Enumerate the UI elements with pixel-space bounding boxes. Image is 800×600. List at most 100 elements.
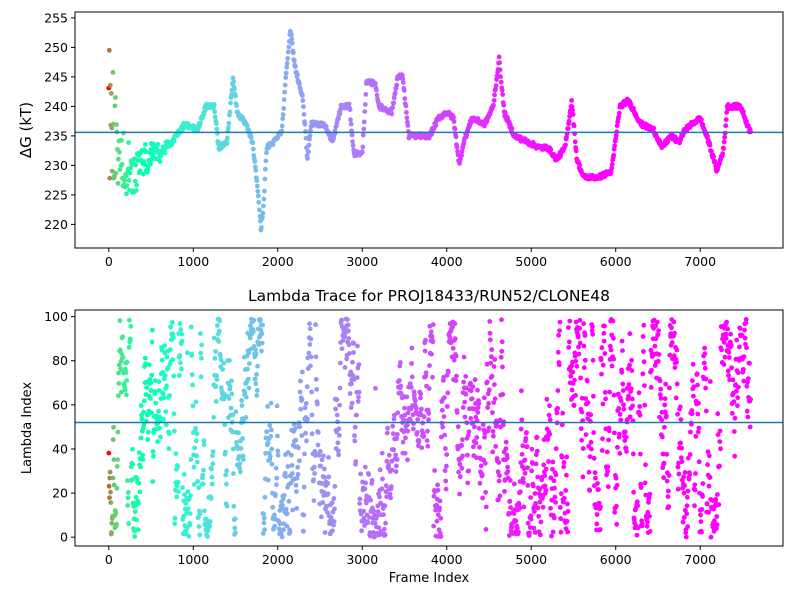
dg-point (226, 125, 231, 131)
lambda-point (441, 414, 447, 419)
dg-point (405, 123, 411, 128)
lambda-point (518, 460, 524, 466)
lambda-point (265, 440, 271, 446)
lambda-point (395, 431, 400, 437)
lambda-point (247, 335, 253, 341)
lambda-point (140, 452, 146, 458)
lambda-point (300, 369, 305, 375)
lambda-point (402, 450, 408, 456)
lambda-point (537, 486, 543, 492)
lambda-point (496, 478, 502, 484)
dg-point (452, 126, 458, 132)
dg-y-ticks: 220 225 230 235 240 245 250 255 (44, 10, 75, 232)
lambda-point (179, 331, 185, 337)
lambda-point (269, 461, 275, 467)
lambda-point (672, 365, 678, 370)
dg-point (306, 149, 311, 155)
lambda-point (686, 455, 691, 461)
lambda-point (194, 459, 200, 465)
dg-point (712, 159, 718, 165)
dg-point (142, 142, 148, 147)
dg-point (300, 98, 306, 103)
lambda-point (435, 482, 440, 488)
lambda-point (688, 429, 693, 435)
x-tick-label: 6000 (600, 552, 632, 567)
lambda-point (453, 378, 459, 383)
lambda-point (214, 323, 220, 328)
dg-point (281, 97, 287, 102)
lambda-point (237, 461, 243, 467)
lambda-point (293, 437, 299, 443)
x-tick-label: 0 (105, 552, 113, 567)
lambda-point (138, 464, 144, 470)
lambda-point (614, 482, 620, 488)
lambda-point (659, 417, 665, 423)
lambda-point (569, 363, 575, 369)
lambda-point (542, 473, 548, 479)
lambda-point (620, 348, 625, 353)
lambda-point (524, 444, 530, 450)
lambda-point (456, 469, 461, 475)
lambda-point (718, 446, 723, 452)
lambda-point (337, 385, 343, 391)
lambda-point (199, 355, 204, 361)
lambda-point (213, 399, 219, 404)
dg-point (119, 137, 124, 143)
lambda-point (335, 440, 341, 446)
lambda-point (721, 339, 727, 345)
lambda-point (735, 395, 741, 401)
lambda-point (589, 328, 595, 334)
lambda-point (382, 503, 388, 509)
lambda-point (661, 475, 667, 481)
lambda-point (680, 519, 686, 525)
lambda-point (163, 422, 169, 428)
lambda-point (431, 523, 436, 529)
lambda-point (316, 452, 322, 458)
lambda-point (245, 366, 250, 372)
dg-point (285, 56, 291, 61)
lambda-point (177, 373, 182, 378)
lambda-point (426, 417, 431, 423)
lambda-point (337, 402, 342, 408)
lambda-point (573, 319, 579, 325)
lambda-point (312, 449, 318, 454)
lambda-point (594, 512, 600, 517)
dg-point (451, 114, 456, 120)
lambda-point (385, 425, 390, 431)
lambda-point (519, 451, 525, 457)
dg-point (213, 121, 219, 126)
lambda-point (423, 337, 428, 343)
lambda-point (288, 452, 294, 458)
lambda-point (445, 404, 450, 409)
lambda-point (251, 317, 257, 323)
lambda-point (655, 358, 661, 364)
lambda-point (236, 453, 242, 459)
lambda-point (581, 365, 587, 371)
lambda-point (682, 483, 688, 489)
lambda-point (707, 379, 713, 384)
lambda-point (660, 451, 666, 457)
lambda-point (564, 472, 569, 478)
lambda-point (210, 461, 216, 467)
lambda-point (446, 369, 451, 375)
lambda-point (521, 504, 527, 510)
lambda-point (578, 426, 584, 431)
lambda-point (579, 437, 584, 443)
lambda-point (649, 367, 654, 373)
lambda-point (496, 497, 501, 503)
lambda-point (184, 510, 189, 516)
lambda-point (389, 467, 395, 473)
lambda-point (109, 520, 115, 526)
dg-panel: 0 1000 2000 3000 4000 5000 6000 7000 2202252302… (17, 10, 784, 269)
dg-point (108, 91, 114, 96)
lambda-point (732, 415, 738, 421)
lambda-point (626, 393, 631, 399)
lambda-point (459, 437, 465, 443)
lambda-point (570, 369, 576, 375)
lambda-point (262, 494, 268, 500)
lambda-point (325, 491, 331, 497)
x-tick-label: 0 (105, 254, 113, 269)
lambda-point (336, 452, 341, 458)
lambda-point (388, 484, 394, 489)
lambda-point (110, 437, 116, 443)
